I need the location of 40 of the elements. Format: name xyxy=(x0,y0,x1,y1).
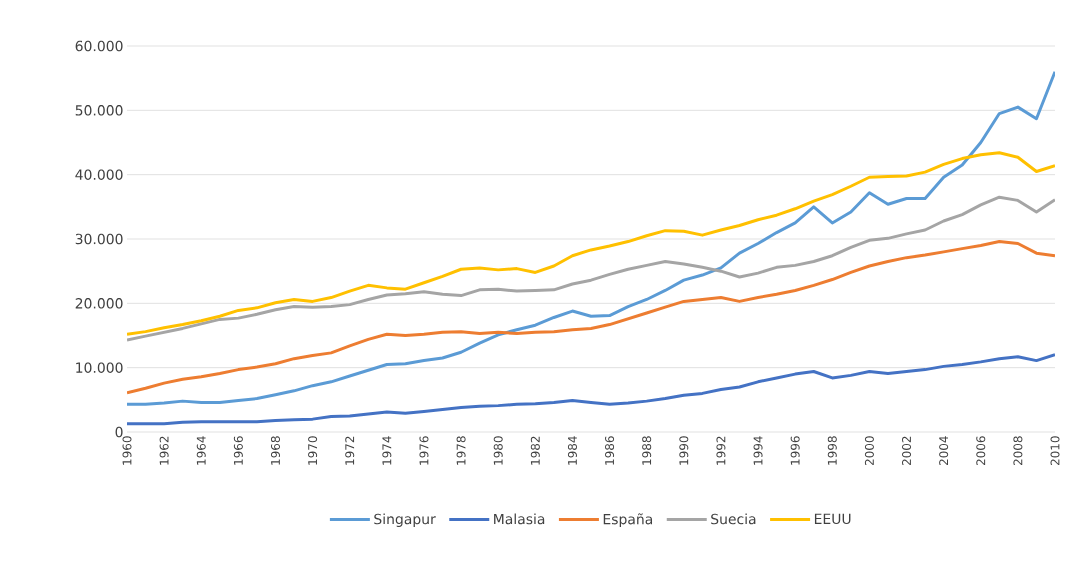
x-tick-label: 2000 xyxy=(864,436,874,466)
x-tick-label: 1990 xyxy=(679,436,689,465)
y-tick-label: 60.000 xyxy=(75,40,123,52)
x-tick-label: 2004 xyxy=(939,436,949,466)
x-tick-label: 1998 xyxy=(827,436,837,465)
x-tick-label: 1974 xyxy=(382,436,392,465)
x-tick-label: 1984 xyxy=(567,436,577,465)
x-tick-label: 1962 xyxy=(159,436,169,465)
legend-label: España xyxy=(603,513,653,528)
x-tick-label: 1980 xyxy=(493,436,503,465)
legend-label: Suecia xyxy=(711,513,756,525)
x-tick-label: 1964 xyxy=(196,436,206,465)
x-tick-label: 1992 xyxy=(716,436,726,465)
line-series xyxy=(127,151,1056,336)
x-tick-label: 2010 xyxy=(1050,436,1060,466)
x-tick-label: 1960 xyxy=(122,436,132,465)
legend-label: Malasia xyxy=(494,513,545,525)
y-tick-label: 50.000 xyxy=(75,105,123,116)
x-tick-label: 1996 xyxy=(790,436,800,465)
x-tick-label: 2006 xyxy=(976,436,986,466)
y-tick-label: 0 xyxy=(115,426,123,438)
x-tick-label: 1972 xyxy=(345,436,355,465)
x-tick-label: 1976 xyxy=(419,436,429,465)
line-series xyxy=(127,70,1056,406)
x-tick-label: 1982 xyxy=(530,436,540,465)
x-tick-label: 1970 xyxy=(308,436,318,465)
legend-label: Singapur xyxy=(374,513,436,527)
x-tick-label: 1988 xyxy=(642,436,652,465)
y-tick-label: 30.000 xyxy=(75,233,123,245)
legend-label: EEUU xyxy=(814,513,851,525)
x-tick-label: 1994 xyxy=(753,436,763,465)
x-tick-label: 1966 xyxy=(233,436,243,465)
x-tick-label: 2008 xyxy=(1013,436,1023,466)
y-tick-label: 40.000 xyxy=(75,169,123,180)
x-tick-label: 1968 xyxy=(270,436,280,465)
x-tick-label: 1986 xyxy=(605,436,615,465)
y-tick-label: 10.000 xyxy=(76,362,123,373)
x-tick-label: 2002 xyxy=(902,436,912,466)
x-tick-label: 1978 xyxy=(456,436,466,465)
y-tick-label: 20.000 xyxy=(75,298,123,309)
